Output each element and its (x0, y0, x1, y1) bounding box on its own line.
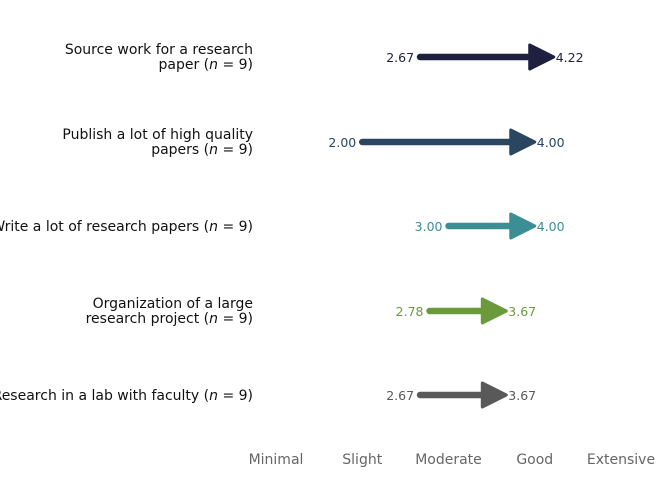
chart-row: Organization of a large research project … (86, 296, 537, 327)
start-value-label: 2.00 (328, 135, 356, 150)
x-tick-label: Moderate (415, 452, 482, 468)
chart-row: Publish a lot of high quality papers (n =… (62, 127, 564, 158)
x-axis-ticks: Minimal Slight Moderate Good Extensive (249, 452, 656, 468)
end-value-label: 4.00 (537, 135, 565, 150)
row-label: Organization of a large research project … (86, 296, 253, 327)
arrow-head (480, 297, 508, 325)
x-tick-label: Minimal (249, 452, 304, 468)
row-label: Source work for a research paper (n = 9) (65, 42, 253, 73)
end-value-label: 3.67 (508, 388, 536, 403)
arrow-head (528, 43, 556, 71)
x-tick-label: Good (516, 452, 553, 468)
row-label: Write a lot of research papers (n = 9) (0, 219, 253, 235)
row-label: Research in a lab with faculty (n = 9) (0, 388, 253, 404)
arrow-head (480, 381, 508, 409)
end-value-label: 3.67 (508, 304, 536, 319)
start-value-label: 2.67 (386, 50, 414, 65)
row-label: Publish a lot of high quality papers (n =… (62, 127, 253, 158)
end-value-label: 4.00 (537, 219, 565, 234)
chart-row: Research in a lab with faculty (n = 9) 2.… (0, 381, 536, 409)
chart-row: Write a lot of research papers (n = 9) 3.… (0, 212, 565, 240)
start-value-label: 2.78 (396, 304, 424, 319)
chart-row: Source work for a research paper (n = 9) 2… (65, 42, 584, 73)
start-value-label: 3.00 (415, 219, 443, 234)
end-value-label: 4.22 (556, 50, 584, 65)
x-tick-label: Slight (342, 452, 382, 468)
arrow-head (509, 212, 537, 240)
start-value-label: 2.67 (386, 388, 414, 403)
x-tick-label: Extensive (587, 452, 655, 468)
rows-layer: Source work for a research paper (n = 9) 2… (0, 42, 584, 409)
arrow-head (509, 128, 537, 156)
